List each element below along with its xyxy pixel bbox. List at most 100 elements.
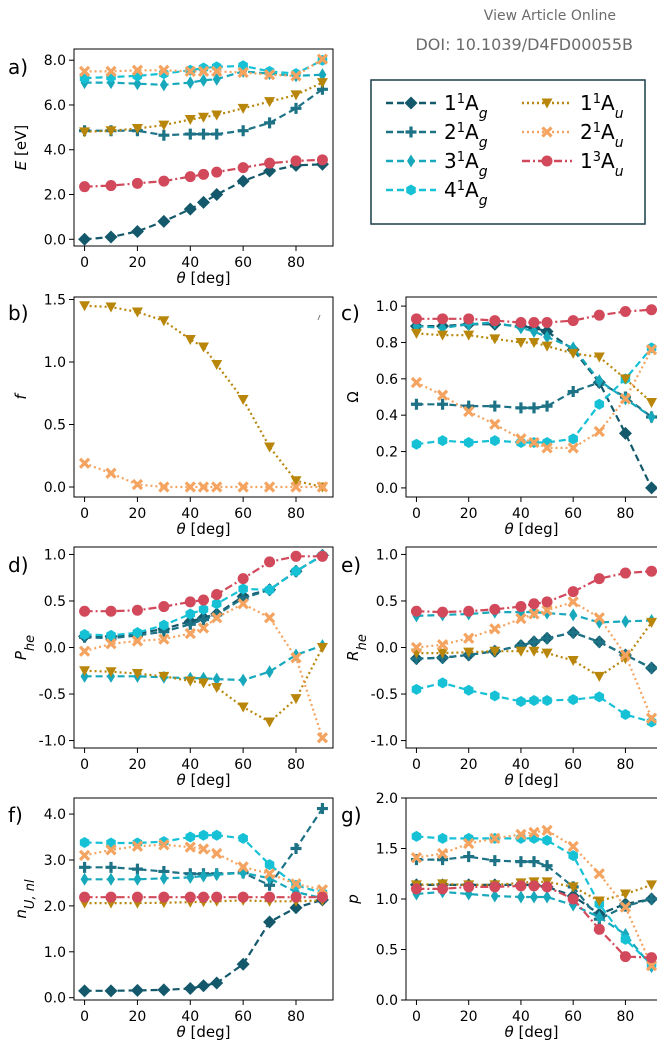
data-point — [131, 635, 144, 647]
data-point — [316, 732, 329, 744]
data-point — [489, 315, 501, 327]
data-point — [78, 849, 91, 862]
data-point — [290, 155, 302, 167]
data-point — [237, 573, 249, 585]
data-point — [265, 665, 274, 679]
data-point — [237, 891, 249, 903]
data-point — [489, 603, 501, 615]
data-point — [489, 855, 501, 867]
series-group — [409, 304, 657, 495]
y-tick-label: 0.5 — [376, 594, 398, 610]
data-point — [528, 402, 540, 414]
x-tick-label: 40 — [512, 1009, 530, 1025]
y-tick-label: 3.0 — [44, 853, 66, 869]
data-point — [567, 882, 579, 893]
data-point — [645, 481, 657, 495]
panel-d: 0 20 40 60 80 1.0 0.5 0.0 -0.5 -1.0 θ [deg] Phe d) — [8, 546, 334, 789]
data-point — [410, 376, 423, 389]
data-point — [198, 678, 209, 689]
y-tick-label: 1.0 — [376, 892, 398, 908]
data-point — [593, 868, 605, 880]
data-point — [237, 861, 249, 873]
data-point — [290, 102, 302, 114]
stray-mark — [317, 314, 321, 321]
series-line — [416, 883, 652, 916]
x-tick-label: 60 — [564, 757, 582, 773]
data-point — [78, 984, 92, 998]
x-tick-label: 20 — [129, 255, 147, 271]
series-line — [415, 349, 653, 449]
panel-e: 0 20 40 60 80 1.0 0.5 0.0 -0.5 -1.0 θ [deg] Rhe e) — [341, 546, 657, 789]
y-tick-label: -1.0 — [39, 734, 66, 750]
data-point — [410, 398, 422, 410]
data-point — [646, 565, 657, 577]
x-tick-label: 80 — [617, 757, 635, 773]
data-point — [567, 893, 579, 905]
x-tick-label: 20 — [129, 757, 147, 773]
series-line — [84, 81, 323, 133]
x-tick-label: 0 — [412, 506, 421, 522]
data-point — [238, 832, 248, 844]
view-article-online-link[interactable]: View Article Online — [483, 8, 616, 24]
data-point — [79, 861, 91, 873]
data-point — [157, 214, 171, 228]
data-point — [264, 442, 276, 453]
data-point — [198, 614, 209, 626]
data-point — [541, 648, 553, 659]
data-point — [516, 890, 525, 904]
legend-label: 21Ag — [444, 120, 488, 151]
data-point — [211, 829, 222, 841]
data-point — [237, 103, 249, 114]
y-tick-label: 0.6 — [376, 372, 398, 388]
data-point — [542, 834, 552, 846]
x-tick-label: 0 — [80, 506, 89, 522]
data-point — [437, 677, 448, 689]
data-point — [646, 880, 657, 891]
data-point — [411, 830, 422, 842]
data-point — [184, 627, 196, 640]
data-point — [515, 646, 527, 657]
data-point — [437, 330, 449, 341]
y-tick-label: 0.0 — [44, 480, 66, 496]
data-point — [158, 64, 170, 76]
data-point — [211, 110, 223, 121]
data-point — [515, 337, 527, 348]
data-point — [264, 891, 276, 903]
data-point — [489, 832, 501, 845]
x-tick-label: 20 — [129, 506, 147, 522]
data-point — [436, 639, 449, 651]
data-point — [647, 410, 656, 424]
data-point — [184, 335, 196, 345]
data-point — [595, 910, 604, 924]
data-point — [184, 481, 196, 493]
data-point — [197, 979, 210, 993]
data-point — [528, 646, 540, 657]
data-point — [316, 643, 328, 653]
data-point — [593, 896, 605, 907]
data-point — [541, 824, 553, 836]
series-line — [416, 880, 652, 903]
data-point — [619, 567, 631, 579]
data-point — [104, 984, 118, 998]
x-tick-label: 60 — [564, 506, 582, 522]
data-point — [131, 123, 143, 134]
data-point — [211, 683, 223, 694]
data-point — [263, 612, 276, 624]
data-point — [263, 481, 276, 493]
data-point — [212, 868, 221, 882]
series-line — [84, 807, 324, 887]
data-point — [621, 614, 630, 628]
series-line — [84, 462, 323, 489]
data-point — [236, 174, 250, 188]
y-axis-label: nU, nl — [12, 879, 38, 919]
data-point — [515, 601, 527, 613]
data-point — [264, 117, 276, 129]
x-tick-label: 60 — [234, 1009, 252, 1025]
data-point — [79, 628, 90, 640]
y-tick-label: 1.0 — [44, 547, 66, 563]
data-point — [437, 606, 449, 618]
y-tick-label: 2.0 — [44, 188, 66, 204]
data-point — [264, 584, 275, 596]
data-point — [436, 389, 449, 401]
data-point — [411, 438, 422, 450]
